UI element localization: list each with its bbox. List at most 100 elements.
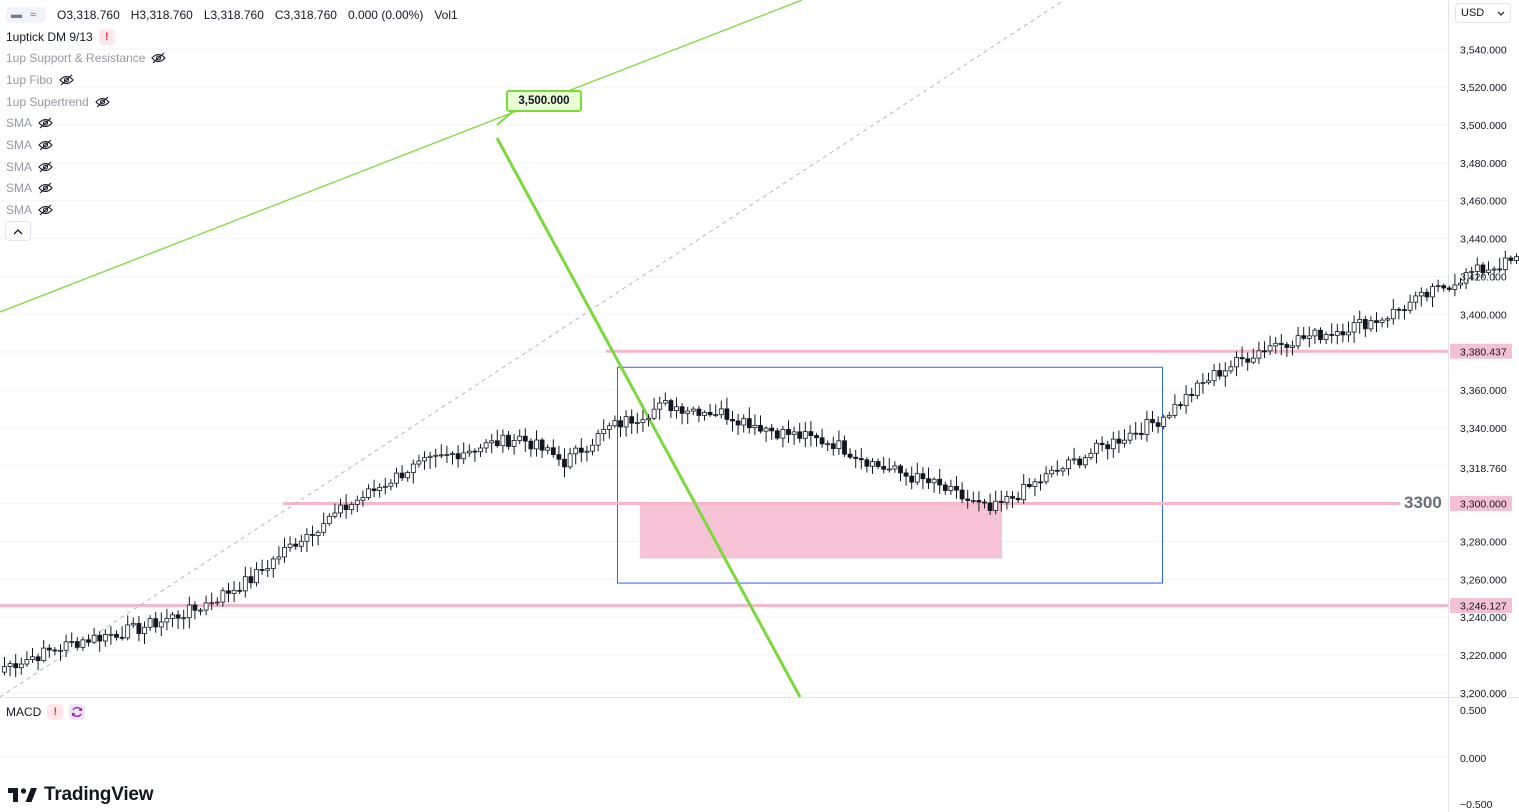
macd-tick-label: 0.000: [1460, 753, 1486, 765]
candle-body: [573, 447, 579, 455]
candle-body: [1217, 370, 1223, 377]
indicator-name: SMA: [6, 159, 33, 174]
indicator-row[interactable]: SMA: [6, 156, 463, 178]
indicator-row[interactable]: 1up Supertrend: [6, 91, 463, 113]
range-box[interactable]: [617, 366, 1163, 584]
price-label: 3,380.437: [1460, 346, 1507, 358]
collapse-legend-button[interactable]: [5, 221, 31, 241]
indicator-row[interactable]: 1up Fibo: [6, 69, 463, 91]
candle-body: [774, 430, 780, 439]
candle-body: [1407, 301, 1413, 311]
candle-body: [1250, 357, 1256, 363]
candle-body: [18, 663, 24, 669]
eye-hidden-icon[interactable]: [94, 95, 110, 108]
candle-body: [870, 461, 875, 467]
candle-body: [1234, 357, 1239, 368]
candle-body: [438, 454, 444, 457]
dashed-trendline[interactable]: [0, 0, 1065, 698]
candle-body: [1021, 484, 1027, 501]
candle-body: [1312, 329, 1318, 337]
candle-body: [220, 590, 226, 603]
price-tick-label: 3,400.000: [1460, 309, 1507, 321]
candle-body: [651, 408, 657, 419]
candle-body: [1295, 335, 1301, 347]
candle-body: [836, 440, 842, 449]
eye-hidden-icon[interactable]: [38, 204, 53, 217]
candle-body: [903, 472, 909, 477]
candle-body: [657, 402, 663, 410]
candle-body: [1413, 295, 1419, 303]
eye-hidden-icon[interactable]: [38, 138, 53, 151]
price-label: 3,318.760: [1460, 463, 1507, 475]
candle-body: [69, 641, 75, 643]
candle-body: [366, 488, 371, 498]
candle-body: [433, 454, 439, 457]
warning-icon[interactable]: !: [47, 704, 64, 720]
candle-body: [920, 473, 926, 480]
candle-body: [595, 433, 601, 446]
candle-body: [618, 420, 623, 428]
candle-body: [640, 419, 646, 424]
candle-body: [875, 461, 881, 467]
candle-body: [1340, 331, 1346, 336]
symbol-toggle[interactable]: ▬ ≈: [6, 6, 47, 23]
eye-hidden-icon[interactable]: [38, 160, 53, 173]
candle-body: [1094, 442, 1099, 454]
candle-body: [937, 478, 943, 486]
candle-body: [142, 626, 147, 634]
indicator-name: SMA: [6, 116, 33, 131]
candle-body: [254, 569, 259, 584]
candle-body: [192, 604, 198, 611]
candle-body: [892, 465, 898, 470]
currency-select[interactable]: USD: [1455, 3, 1511, 23]
candle-body: [1385, 318, 1391, 321]
indicator-name: 1uptick DM 9/13: [6, 29, 93, 44]
candle-body: [1049, 469, 1055, 475]
warning-icon[interactable]: !: [98, 28, 115, 45]
candle-body: [1138, 432, 1144, 435]
candle-body: [1402, 309, 1407, 312]
candle-body: [1144, 419, 1150, 435]
indicator-row-main[interactable]: 1uptick DM 9/13 !: [6, 26, 463, 48]
indicator-row[interactable]: 1up Support & Resistance: [6, 47, 463, 69]
eye-hidden-icon[interactable]: [58, 73, 74, 86]
candle-body: [1133, 432, 1139, 435]
candle-body: [405, 472, 411, 479]
candle-body: [808, 431, 814, 436]
candle-body: [164, 617, 170, 623]
price-tick-label: 3,520.000: [1460, 82, 1507, 94]
candle-body: [898, 465, 903, 474]
candle-body: [1200, 382, 1206, 385]
indicator-row[interactable]: SMA: [6, 178, 463, 200]
candle-body: [1306, 335, 1312, 339]
candle-body: [63, 641, 69, 651]
candle-body: [1099, 442, 1105, 446]
refresh-icon[interactable]: [69, 704, 86, 720]
candle-body: [237, 589, 243, 592]
indicator-row[interactable]: SMA: [6, 199, 463, 221]
upper-trendline[interactable]: [0, 0, 803, 313]
candle-body: [175, 614, 181, 619]
eye-hidden-icon[interactable]: [38, 182, 53, 195]
eye-hidden-icon[interactable]: [151, 52, 167, 65]
level-3300-label: 3300: [1404, 493, 1442, 512]
candle-body: [646, 417, 651, 421]
candle-body: [909, 475, 915, 483]
indicator-row[interactable]: SMA: [6, 134, 463, 156]
price-label-box: [1450, 343, 1512, 359]
indicator-row[interactable]: SMA: [6, 112, 463, 134]
support-zone[interactable]: [640, 503, 1002, 559]
candle-body: [354, 499, 360, 505]
high-price-label[interactable]: 3,500.000: [506, 90, 582, 112]
candle-body: [338, 504, 343, 514]
tradingview-logo[interactable]: TradingView: [8, 784, 154, 806]
eye-hidden-icon[interactable]: [38, 117, 53, 130]
price-tick-label: 3,360.000: [1460, 385, 1507, 397]
candle-body: [1267, 345, 1273, 352]
candle-body: [590, 444, 595, 452]
candle-body: [881, 466, 887, 470]
candle-body: [528, 440, 534, 450]
candle-body: [483, 442, 489, 449]
